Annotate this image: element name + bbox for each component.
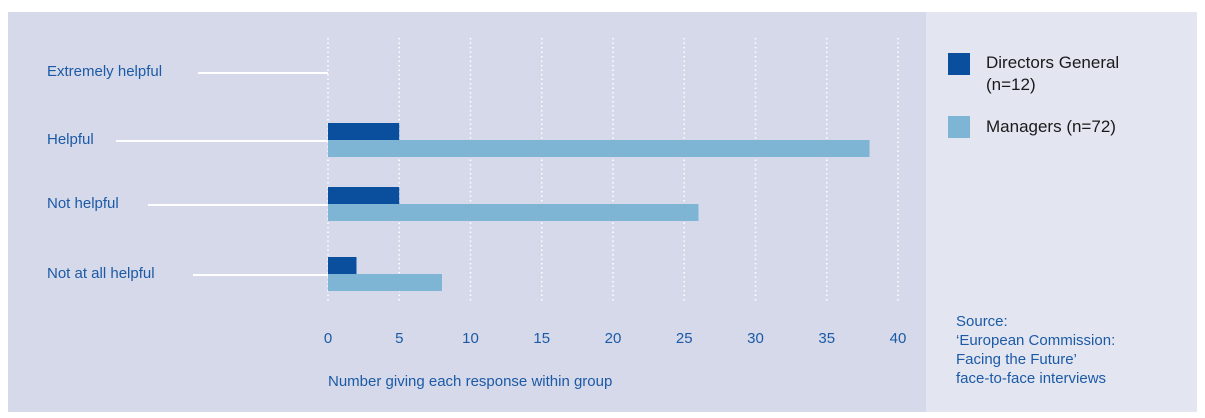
bar-directors-general xyxy=(328,187,400,204)
bar-managers xyxy=(328,274,442,291)
bar-managers xyxy=(328,204,699,221)
x-tick-label: 30 xyxy=(747,330,764,347)
x-tick-label: 35 xyxy=(818,330,836,347)
legend-label-managers: Managers (n=72) xyxy=(986,117,1116,136)
category-label: Extremely helpful xyxy=(47,63,163,80)
category-label: Not helpful xyxy=(47,195,119,212)
category-label: Not at all helpful xyxy=(47,265,155,282)
x-tick-label: 40 xyxy=(889,330,907,347)
bar-managers xyxy=(328,140,870,157)
x-tick-label: 5 xyxy=(395,330,404,347)
bar-directors-general xyxy=(328,123,400,140)
bar-directors-general xyxy=(328,257,357,274)
legend-label-directors-general: Directors General (n=12) xyxy=(986,53,1120,94)
x-tick-label: 20 xyxy=(604,330,622,347)
x-tick-label: 25 xyxy=(675,330,693,347)
x-tick-label: 0 xyxy=(323,330,333,347)
bar-chart xyxy=(116,38,899,302)
legend-swatch-directors-general xyxy=(948,53,970,75)
category-label: Helpful xyxy=(47,131,94,148)
legend-swatch-managers xyxy=(948,116,970,138)
x-tick-label: 15 xyxy=(533,330,551,347)
legend-panel: Directors General (n=12) Managers (n=72)… xyxy=(926,12,1197,412)
x-axis-title: Number giving each response within group xyxy=(328,373,613,390)
source-note: Source: ‘European Commission: Facing the… xyxy=(956,313,1116,387)
chart-panel: Extremely helpful Helpful Not helpful Not a… xyxy=(8,12,926,412)
x-tick-label: 10 xyxy=(462,330,479,347)
